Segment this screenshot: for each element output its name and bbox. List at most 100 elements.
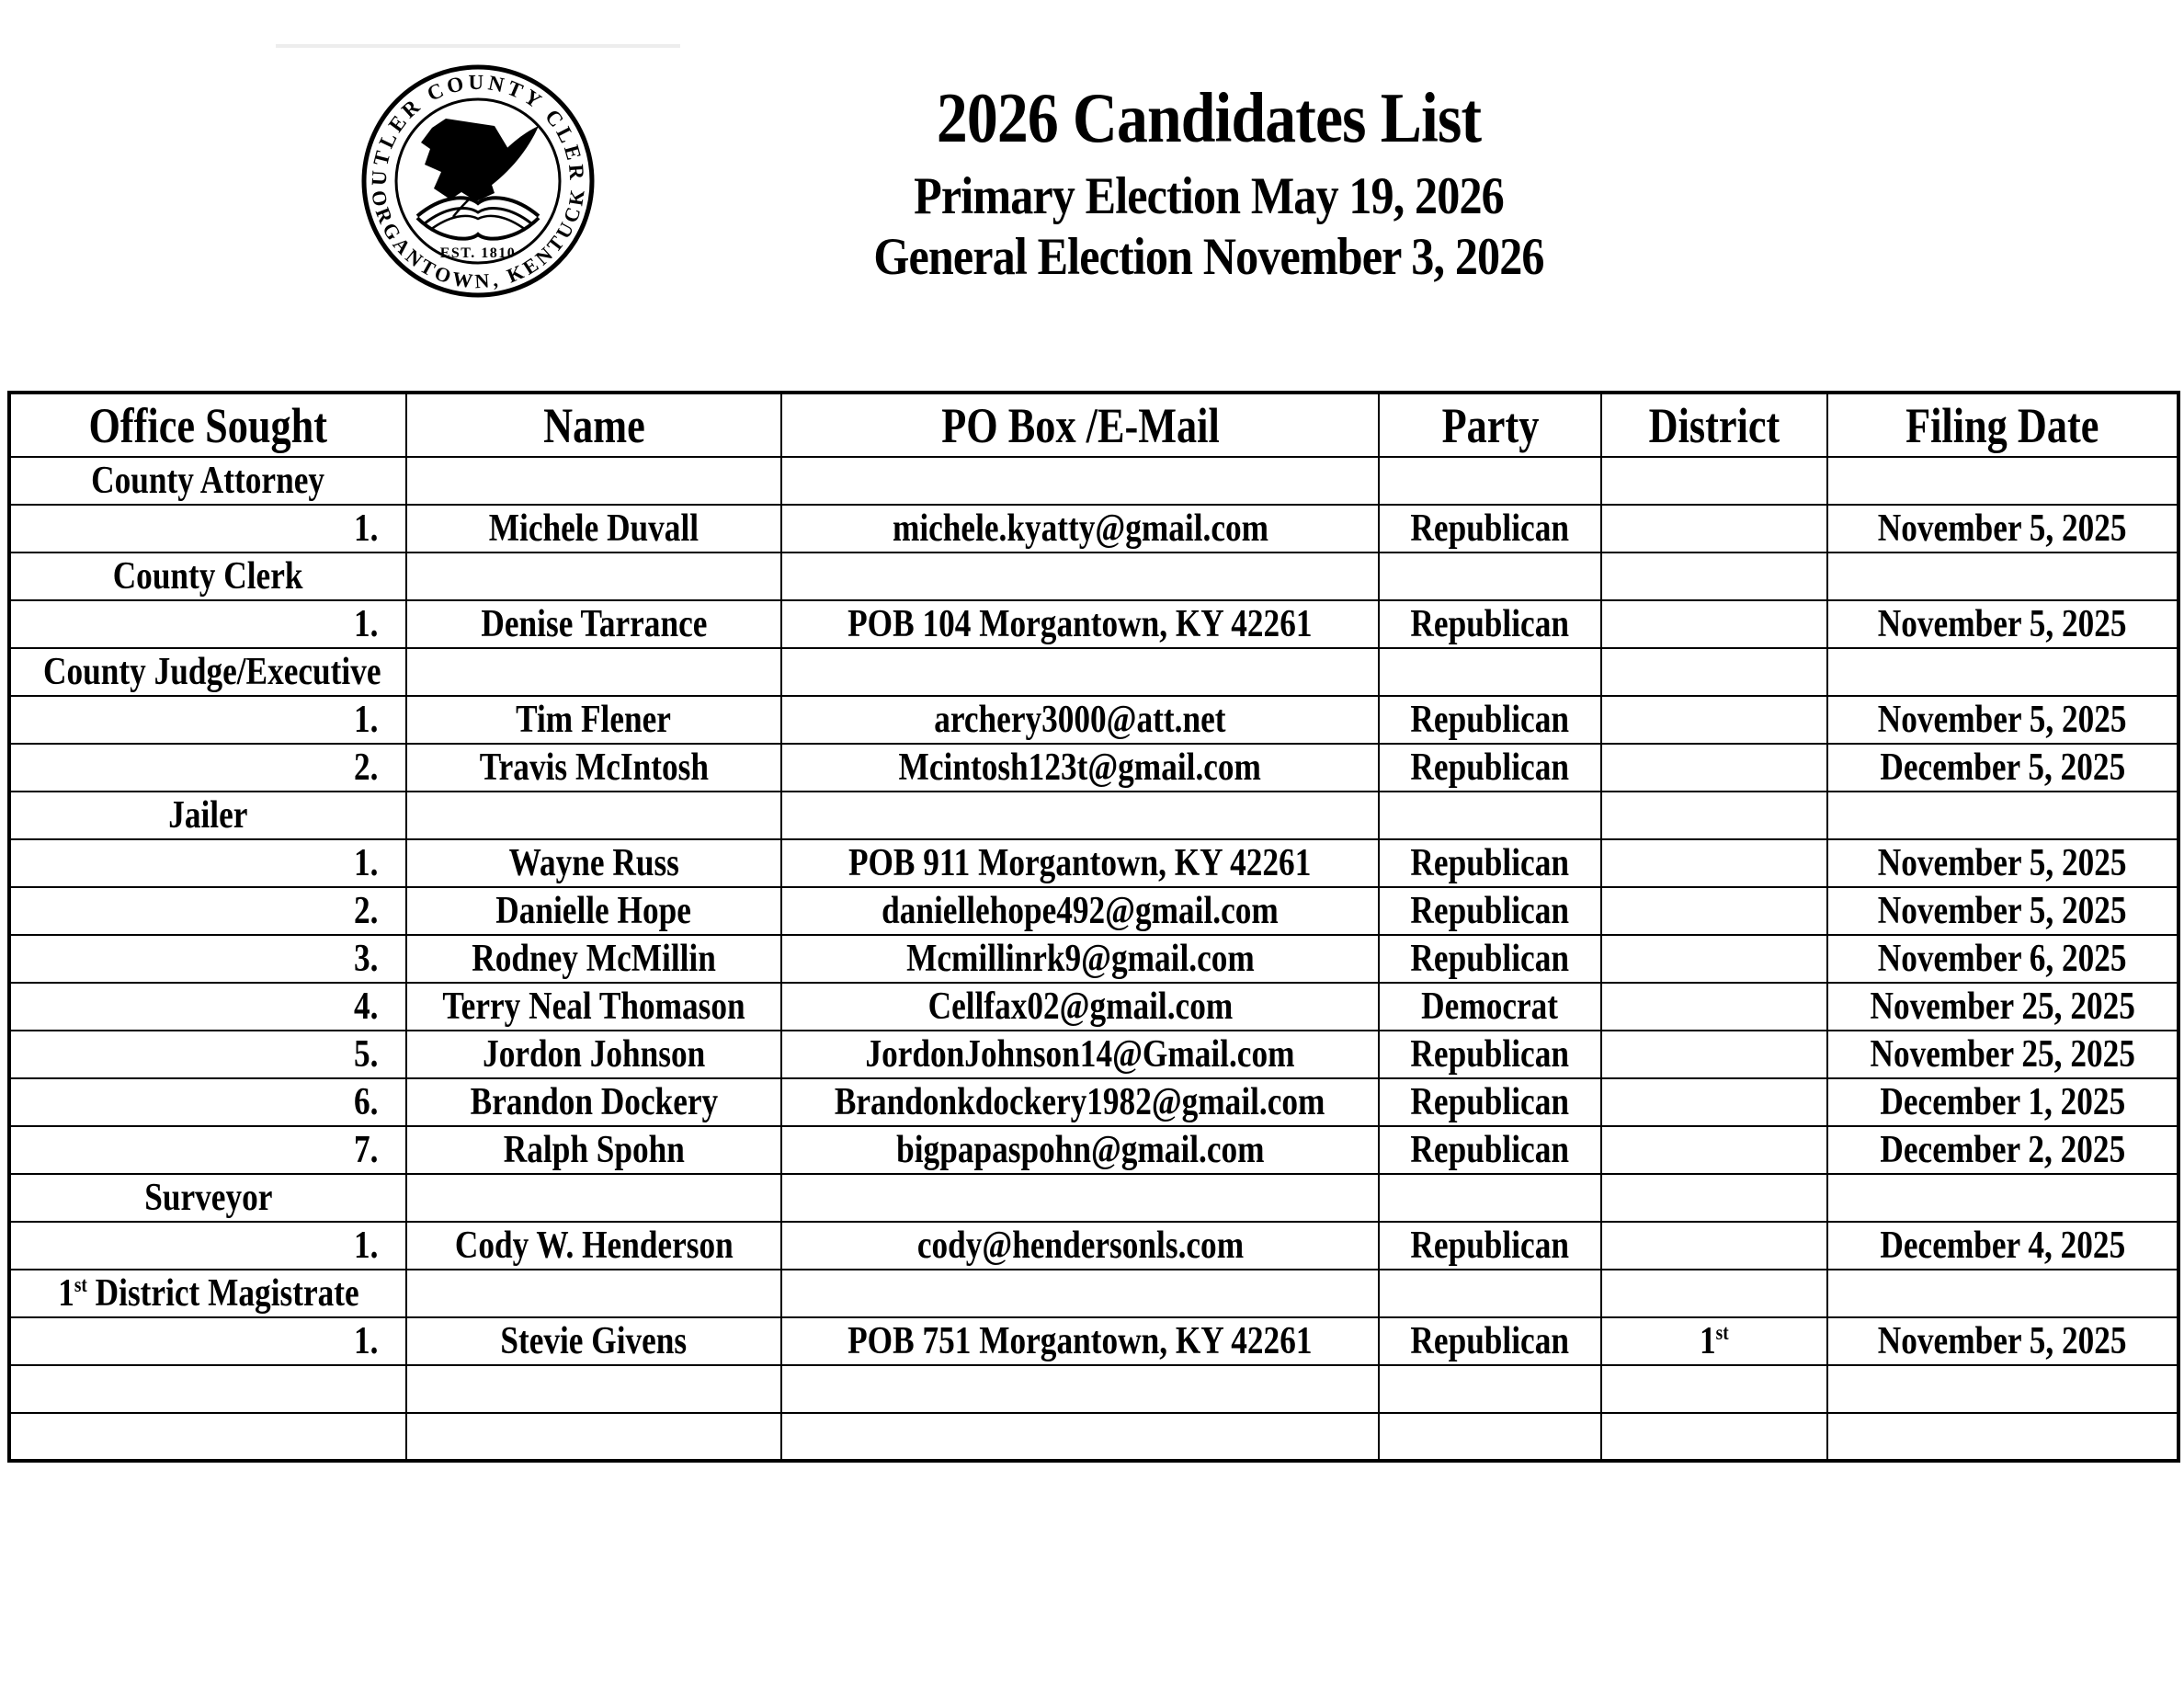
cell-party: Republican xyxy=(1378,1125,1602,1175)
cell-contact: JordonJohnson14@Gmail.com xyxy=(780,1030,1380,1079)
document-title-block: 2026 Candidates List Primary Election Ma… xyxy=(679,79,1739,287)
cell-district xyxy=(1600,1173,1828,1223)
cell-party: Republican xyxy=(1378,886,1602,936)
cell-party: Republican xyxy=(1378,504,1602,553)
table-header-row: Office Sought Name PO Box /E-Mail Party … xyxy=(8,392,2179,458)
cell-name xyxy=(405,1173,782,1223)
cell-party xyxy=(1378,1173,1602,1223)
cell-party: Republican xyxy=(1378,743,1602,792)
cell-district xyxy=(1600,1125,1828,1175)
empty-row xyxy=(8,1364,2179,1414)
cell-name: Terry Neal Thomason xyxy=(405,982,782,1031)
cell-district xyxy=(1600,1077,1828,1127)
cell-filing-date xyxy=(1826,1173,2179,1223)
cell-filing-date xyxy=(1826,1269,2179,1318)
cell-contact: Mcintosh123t@gmail.com xyxy=(780,743,1380,792)
cell-name xyxy=(405,552,782,601)
cell-party: Republican xyxy=(1378,934,1602,984)
cell-district xyxy=(1600,1364,1828,1414)
empty-row xyxy=(8,1412,2179,1462)
column-header-po-box-email: PO Box /E-Mail xyxy=(780,392,1380,458)
cell-contact xyxy=(780,552,1380,601)
category-row: County Clerk xyxy=(8,552,2179,601)
cell-name: Michele Duvall xyxy=(405,504,782,553)
cell-party: Republican xyxy=(1378,1316,1602,1366)
cell-name: Jordon Johnson xyxy=(405,1030,782,1079)
cell-filing-date xyxy=(1826,456,2179,506)
cell-office: 1st District Magistrate xyxy=(8,1269,407,1318)
cell-contact: bigpapaspohn@gmail.com xyxy=(780,1125,1380,1175)
cell-office: 2. xyxy=(8,886,407,936)
cell-party xyxy=(1378,1269,1602,1318)
cell-filing-date: December 4, 2025 xyxy=(1826,1221,2179,1270)
cell-name: Denise Tarrance xyxy=(405,599,782,649)
cell-filing-date: November 5, 2025 xyxy=(1826,599,2179,649)
cell-name: Tim Flener xyxy=(405,695,782,745)
candidate-row: 5. Jordon Johnson JordonJohnson14@Gmail.co… xyxy=(8,1030,2179,1079)
cell-district xyxy=(1600,647,1828,697)
cell-office: Surveyor xyxy=(8,1173,407,1223)
cell-office: 3. xyxy=(8,934,407,984)
primary-election-subtitle: Primary Election May 19, 2026 xyxy=(914,166,1505,225)
cell-name xyxy=(405,1364,782,1414)
candidate-row: 1. Michele Duvall michele.kyatty@gmail.com… xyxy=(8,504,2179,553)
cell-contact xyxy=(780,647,1380,697)
cell-filing-date: December 2, 2025 xyxy=(1826,1125,2179,1175)
cell-filing-date: November 5, 2025 xyxy=(1826,886,2179,936)
cell-contact: Cellfax02@gmail.com xyxy=(780,982,1380,1031)
column-header-name: Name xyxy=(405,392,782,458)
cell-party xyxy=(1378,552,1602,601)
category-row: County Judge/Executive xyxy=(8,647,2179,697)
column-header-party: Party xyxy=(1378,392,1602,458)
cell-office xyxy=(8,1364,407,1414)
cell-name: Stevie Givens xyxy=(405,1316,782,1366)
candidate-row: 4. Terry Neal Thomason Cellfax02@gmail.com… xyxy=(8,982,2179,1031)
category-row: Jailer xyxy=(8,791,2179,840)
cell-contact xyxy=(780,1412,1380,1462)
cell-filing-date: November 25, 2025 xyxy=(1826,982,2179,1031)
candidate-row: 1. Denise Tarrance POB 104 Morgantown, KY … xyxy=(8,599,2179,649)
cell-district xyxy=(1600,743,1828,792)
cell-contact: archery3000@att.net xyxy=(780,695,1380,745)
cell-office: County Judge/Executive xyxy=(8,647,407,697)
candidate-row: 7. Ralph Spohn bigpapaspohn@gmail.com Repub… xyxy=(8,1125,2179,1175)
cell-district xyxy=(1600,695,1828,745)
cell-filing-date: December 5, 2025 xyxy=(1826,743,2179,792)
cell-contact xyxy=(780,791,1380,840)
cell-party: Republican xyxy=(1378,1030,1602,1079)
cell-filing-date xyxy=(1826,1412,2179,1462)
cell-party: Republican xyxy=(1378,695,1602,745)
candidate-row: 2. Danielle Hope daniellehope492@gmail.com… xyxy=(8,886,2179,936)
candidates-table: Office Sought Name PO Box /E-Mail Party … xyxy=(7,391,2180,1463)
cell-office: 1. xyxy=(8,1316,407,1366)
page-title: 2026 Candidates List xyxy=(936,78,1482,157)
cell-contact xyxy=(780,1364,1380,1414)
cell-contact: Mcmillinrk9@gmail.com xyxy=(780,934,1380,984)
open-book-icon xyxy=(415,196,540,241)
cell-office: County Clerk xyxy=(8,552,407,601)
cell-party: Democrat xyxy=(1378,982,1602,1031)
cell-name: Ralph Spohn xyxy=(405,1125,782,1175)
cell-name xyxy=(405,791,782,840)
general-election-subtitle: General Election November 3, 2026 xyxy=(873,228,1544,287)
cell-filing-date: November 5, 2025 xyxy=(1826,504,2179,553)
cell-name: Danielle Hope xyxy=(405,886,782,936)
scan-artifact-line xyxy=(276,44,680,48)
candidate-row: 1. Cody W. Henderson cody@hendersonls.com R… xyxy=(8,1221,2179,1270)
cell-contact: cody@hendersonls.com xyxy=(780,1221,1380,1270)
cell-name xyxy=(405,647,782,697)
quill-icon xyxy=(470,126,539,199)
candidate-row: 6. Brandon Dockery Brandonkdockery1982@gma… xyxy=(8,1077,2179,1127)
cell-party xyxy=(1378,1412,1602,1462)
cell-party xyxy=(1378,456,1602,506)
candidate-row: 3. Rodney McMillin Mcmillinrk9@gmail.com Re… xyxy=(8,934,2179,984)
cell-filing-date: November 5, 2025 xyxy=(1826,1316,2179,1366)
column-header-office-sought: Office Sought xyxy=(8,392,407,458)
seal-inner-ring xyxy=(394,97,562,265)
cell-district xyxy=(1600,791,1828,840)
column-header-filing-date: Filing Date xyxy=(1826,392,2179,458)
cell-district xyxy=(1600,456,1828,506)
cell-office: 5. xyxy=(8,1030,407,1079)
cell-office: 6. xyxy=(8,1077,407,1127)
